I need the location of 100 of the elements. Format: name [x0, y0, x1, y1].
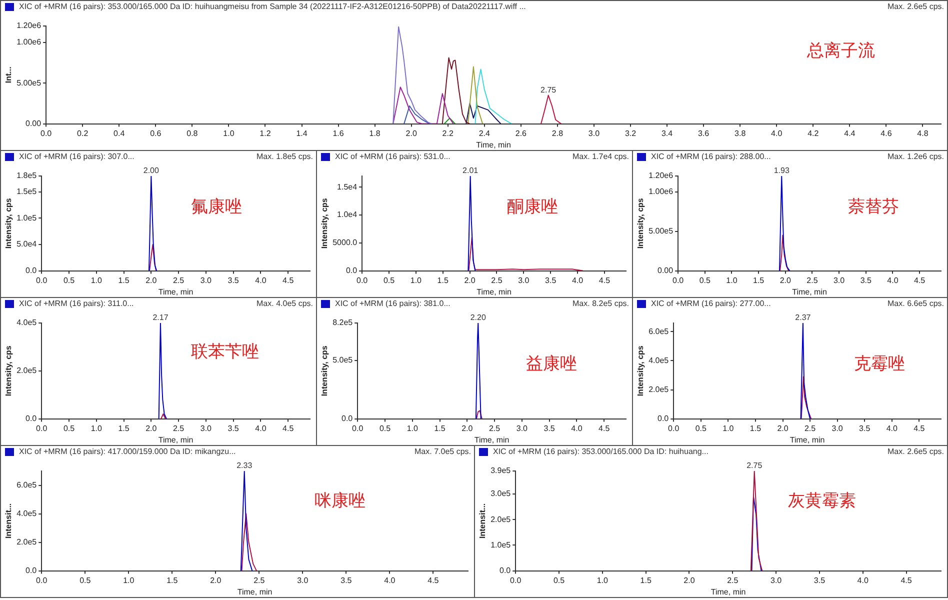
x-axis-title: Time, min — [476, 287, 512, 296]
x-tick-label: 1.5 — [437, 276, 449, 285]
x-tick-label: 1.0 — [123, 576, 135, 585]
chart-title: XIC of +MRM (16 pairs): 417.000/159.000 Da ID: mikangzu... — [19, 447, 236, 456]
x-tick-label: 3.6 — [698, 128, 710, 138]
x-tick-label: 0.5 — [80, 576, 92, 585]
x-tick-label: 4.5 — [598, 424, 610, 433]
x-tick-label: 3.4 — [661, 128, 674, 138]
annotation: 克霉唑 — [854, 352, 906, 375]
x-tick-label: 0.5 — [63, 276, 76, 285]
x-tick-label: 1.0 — [722, 424, 734, 433]
chart-title: XIC of +MRM (16 pairs): 277.00... — [651, 299, 771, 308]
x-tick-label: 2.0 — [210, 576, 222, 585]
x-tick-label: 2.5 — [172, 424, 185, 433]
x-tick-label: 0.0 — [36, 576, 48, 585]
chart-title: XIC of +MRM (16 pairs): 531.0... — [335, 152, 450, 161]
chart-title: XIC of +MRM (16 pairs): 353.000/165.000 Da ID: huihuang... — [493, 447, 708, 456]
x-tick-label: 4.2 — [808, 128, 820, 138]
y-axis-title: Intensity, cps — [636, 198, 646, 249]
x-tick-label: 1.5 — [118, 424, 130, 433]
x-tick-label: 1.4 — [296, 128, 308, 138]
annotation: 2.20 — [470, 313, 486, 322]
chart-title: XIC of +MRM (16 pairs): 311.0... — [19, 299, 134, 308]
x-tick-label: 4.0 — [771, 128, 783, 138]
x-tick-label: 3.0 — [833, 276, 846, 285]
y-tick-label: 0.0 — [341, 414, 354, 424]
x-tick-label: 0.4 — [114, 128, 126, 138]
x-tick-label: 2.0 — [777, 424, 789, 433]
y-axis-title: Intensity, cps — [636, 345, 646, 396]
annotation: 2.01 — [462, 166, 479, 176]
y-tick-label: 1.00e6 — [16, 38, 42, 47]
annotation: 2.33 — [236, 461, 253, 470]
y-tick-label: 6.0e5 — [648, 326, 670, 336]
annotation: 萘替芬 — [848, 196, 899, 218]
x-tick-label: 3.0 — [770, 576, 782, 585]
x-tick-label: 1.6 — [332, 128, 344, 138]
y-tick-label: 3.9e5 — [490, 466, 512, 476]
x-tick-label: 4.0 — [255, 424, 267, 433]
x-tick-label: 1.0 — [223, 128, 235, 138]
x-tick-label: 1.5 — [640, 576, 652, 585]
y-tick-label: 8.2e5 — [332, 318, 354, 328]
x-tick-label: 3.2 — [624, 128, 637, 138]
y-axis-title: Intensity, cps — [320, 198, 330, 249]
x-tick-label: 1.0 — [596, 576, 609, 585]
y-tick-label: 1.5e4 — [337, 182, 358, 192]
x-tick-label: 2.0 — [146, 276, 158, 285]
x-tick-label: 3.5 — [814, 576, 826, 585]
y-tick-label: 1.0e4 — [337, 210, 358, 220]
x-tick-label: 1.0 — [90, 424, 102, 433]
annotation: 2.75 — [540, 85, 557, 94]
x-tick-label: 3.0 — [588, 128, 600, 138]
x-axis-title: Time, min — [158, 435, 194, 444]
annotation: 灰黄霉素 — [788, 490, 856, 512]
x-axis-title: Time, min — [476, 140, 511, 150]
x-tick-label: 2.0 — [684, 576, 696, 585]
x-tick-label: 4.5 — [282, 276, 294, 285]
y-tick-label: 1.20e6 — [648, 171, 674, 180]
x-tick-label: 4.0 — [887, 276, 899, 285]
x-tick-label: 2.5 — [254, 576, 266, 585]
x-tick-label: 2.0 — [406, 128, 418, 138]
x-tick-label: 0.0 — [510, 576, 522, 585]
x-tick-label: 2.0 — [780, 276, 792, 285]
x-tick-label: 3.8 — [734, 128, 746, 138]
y-tick-label: 0.0 — [25, 414, 38, 424]
y-tick-label: 2.0e5 — [490, 514, 512, 524]
x-tick-label: 2.5 — [488, 424, 501, 433]
x-tick-label: 4.0 — [571, 424, 583, 433]
y-tick-label: 0.0 — [25, 566, 38, 576]
chart-subtitle: Max. 8.2e5 cps. — [572, 299, 629, 308]
y-tick-label: 3.0e5 — [490, 489, 512, 498]
y-tick-label: 4.0e5 — [16, 318, 38, 328]
x-tick-label: 4.5 — [914, 424, 926, 433]
chart-subtitle: Max. 7.0e5 cps. — [414, 447, 471, 456]
y-tick-label: 0.0 — [346, 266, 358, 276]
chart-subtitle: Max. 1.2e6 cps. — [888, 152, 944, 161]
x-tick-label: 0.2 — [77, 128, 89, 138]
x-tick-label: 4.0 — [857, 576, 869, 585]
x-tick-label: 1.0 — [410, 276, 422, 285]
x-tick-label: 4.4 — [844, 128, 856, 138]
x-tick-label: 3.5 — [860, 276, 872, 285]
annotation: 联苯苄唑 — [191, 340, 260, 363]
chart-title: XIC of +MRM (16 pairs): 381.0... — [335, 299, 450, 308]
chart-title: XIC of +MRM (16 pairs): 288.00... — [651, 152, 771, 161]
y-tick-label: 5.00e5 — [648, 226, 674, 236]
x-tick-label: 4.5 — [282, 424, 294, 433]
chart-title: XIC of +MRM (16 pairs): 307.0... — [19, 152, 134, 161]
x-tick-label: 2.5 — [172, 276, 185, 285]
y-tick-label: 0.0 — [657, 414, 670, 424]
x-tick-label: 2.0 — [462, 424, 474, 433]
annotation: 1.93 — [774, 166, 790, 176]
y-axis-title: Intensity, cps — [4, 345, 14, 396]
x-tick-label: 0.0 — [36, 276, 48, 285]
x-tick-label: 0.0 — [668, 424, 680, 433]
x-tick-label: 1.5 — [166, 576, 178, 585]
chart-subtitle: Max. 4.0e5 cps. — [256, 299, 313, 308]
chart-subtitle: Max. 1.7e4 cps. — [572, 152, 629, 161]
x-tick-label: 3.5 — [859, 424, 871, 433]
x-tick-label: 1.0 — [406, 424, 418, 433]
chart-title: XIC of +MRM (16 pairs): 353.000/165.000 Da ID: huihuangmeisu from Sample 34 (20221117-IF2-A312E01216-50PPB) of Data20221117.wiff ... — [19, 2, 526, 11]
x-tick-label: 3.5 — [544, 424, 556, 433]
